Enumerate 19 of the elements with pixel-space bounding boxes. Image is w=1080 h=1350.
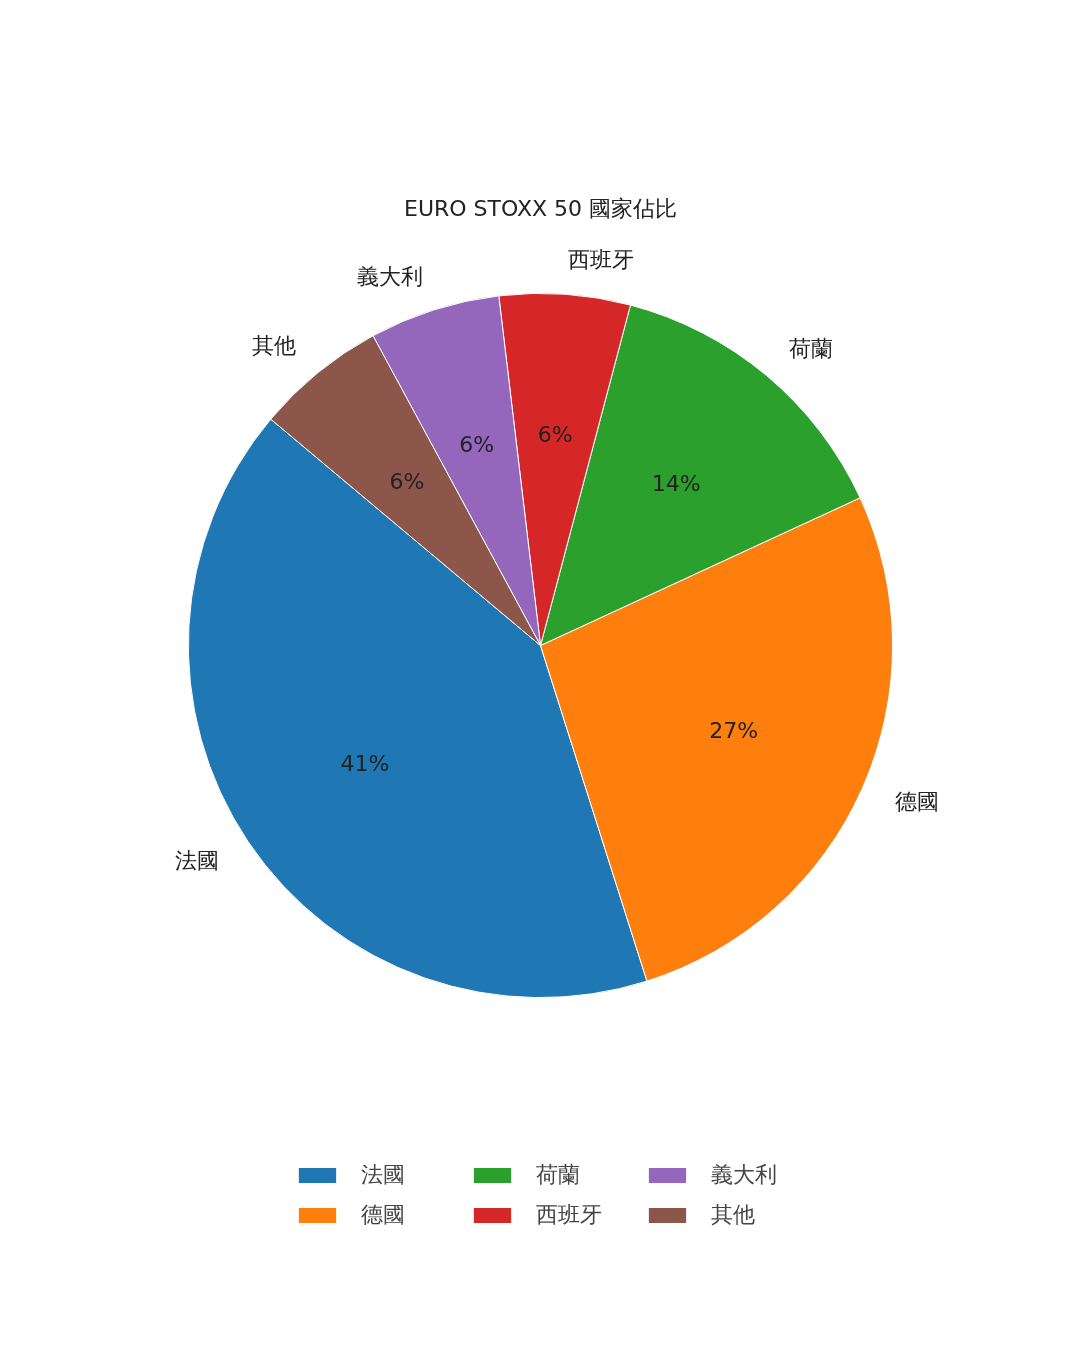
legend-label: 荷蘭 [535,1161,580,1189]
chart-title: EURO STOXX 50 國家佔比 [403,195,678,221]
slice-label: 德國 [894,789,939,815]
data-label: 41% [340,750,390,776]
slice-label: 義大利 [357,263,424,289]
slice-label: 其他 [251,332,296,358]
legend-label: 法國 [360,1161,405,1189]
legend-label: 義大利 [710,1161,777,1189]
data-label: 14% [651,471,701,497]
slice-label: 荷蘭 [789,336,834,362]
legend-label: 西班牙 [535,1201,602,1229]
legend-label: 德國 [360,1201,405,1229]
slice-label: 西班牙 [567,246,634,272]
data-label: 27% [709,718,759,744]
data-label: 6% [389,469,425,495]
data-label: 6% [459,431,495,457]
slice-label: 法國 [174,848,219,874]
data-label: 6% [537,422,573,448]
legend-label: 其他 [710,1201,755,1229]
